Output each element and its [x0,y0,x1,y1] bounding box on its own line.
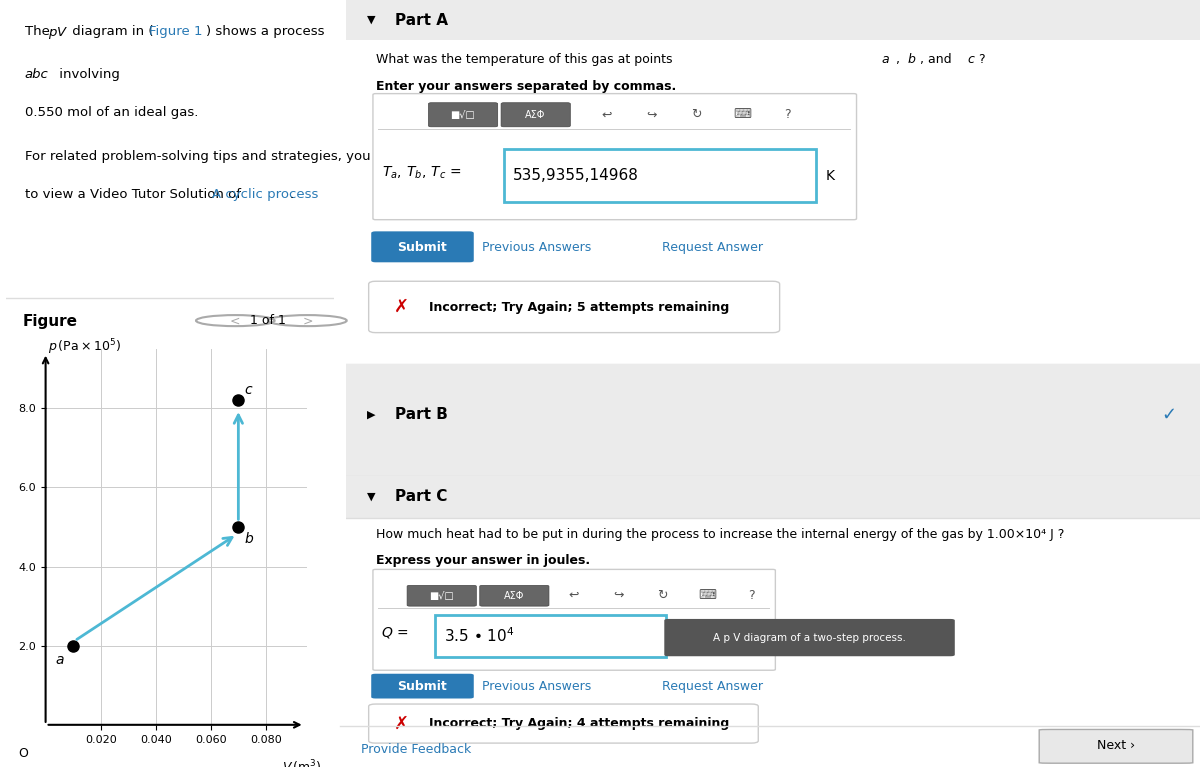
Text: Submit: Submit [397,680,448,693]
Text: ) shows a process: ) shows a process [206,25,329,38]
Text: Figure 1: Figure 1 [149,25,203,38]
Text: diagram in (: diagram in ( [68,25,154,38]
Text: involving: involving [55,67,120,81]
Text: ✗: ✗ [395,715,409,732]
FancyBboxPatch shape [368,281,780,333]
FancyBboxPatch shape [371,232,474,262]
Text: ✗: ✗ [395,298,409,316]
FancyBboxPatch shape [371,673,474,699]
Text: Next ›: Next › [1097,739,1135,752]
FancyBboxPatch shape [407,585,476,606]
FancyBboxPatch shape [502,103,570,127]
Text: $p\,(\mathrm{Pa} \times 10^5)$: $p\,(\mathrm{Pa} \times 10^5)$ [48,337,121,357]
Text: ?: ? [784,108,791,121]
Text: $Q\,=$: $Q\,=$ [382,625,409,640]
Text: c: c [967,53,974,66]
Text: Part B: Part B [395,407,448,422]
Text: ■√□: ■√□ [428,591,454,601]
Text: ↩: ↩ [601,108,612,121]
Text: ?: ? [748,589,755,602]
Text: >: > [302,314,313,327]
FancyBboxPatch shape [373,94,857,219]
FancyBboxPatch shape [436,614,666,657]
Text: to view a Video Tutor Solution of: to view a Video Tutor Solution of [25,188,245,201]
Text: Previous Answers: Previous Answers [482,680,592,693]
Text: , and: , and [919,53,952,66]
Bar [346,0,1200,40]
FancyBboxPatch shape [1039,729,1193,763]
Text: ↪: ↪ [647,108,656,121]
Text: What was the temperature of this gas at points: What was the temperature of this gas at … [376,53,676,66]
Text: ⌨: ⌨ [733,108,751,121]
Text: b: b [907,53,916,66]
Text: A p V diagram of a two-step process.: A p V diagram of a two-step process. [713,633,906,643]
Text: The: The [25,25,54,38]
Text: How much heat had to be put in during the process to increase the internal energ: How much heat had to be put in during th… [376,528,1064,541]
Text: .: . [289,188,294,201]
Text: $c$: $c$ [244,384,253,397]
Text: Submit: Submit [397,241,448,254]
Text: ΑΣΦ: ΑΣΦ [504,591,524,601]
Text: 535,9355,14968: 535,9355,14968 [514,168,638,183]
FancyBboxPatch shape [480,585,548,606]
Text: Incorrect; Try Again; 4 attempts remaining: Incorrect; Try Again; 4 attempts remaini… [430,717,730,730]
Text: 3.5 • 10$^4$: 3.5 • 10$^4$ [444,627,515,645]
Text: ↪: ↪ [613,589,624,602]
Text: a: a [881,53,889,66]
Text: Figure: Figure [23,314,77,330]
Text: ▼: ▼ [367,15,376,25]
Text: 1 of 1: 1 of 1 [250,314,286,327]
Text: ■√□: ■√□ [450,110,475,120]
Text: $b$: $b$ [244,531,254,546]
FancyBboxPatch shape [665,619,955,657]
Bar [0,291,340,767]
Text: abc: abc [25,67,48,81]
Text: Previous Answers: Previous Answers [482,241,592,254]
FancyBboxPatch shape [428,103,498,127]
Text: $T_a,\,T_b,\,T_c\,=$: $T_a,\,T_b,\,T_c\,=$ [383,165,462,181]
Text: ▼: ▼ [367,492,376,502]
Text: $pV$: $pV$ [48,25,68,41]
Text: O: O [19,746,29,759]
Text: A cyclic process: A cyclic process [212,188,319,201]
FancyBboxPatch shape [504,150,816,202]
Text: <: < [230,314,240,327]
Text: $a$: $a$ [55,653,65,667]
Text: Part A: Part A [395,12,448,28]
Text: ?: ? [978,53,984,66]
Text: Request Answer: Request Answer [661,680,763,693]
Text: 0.550 mol of an ideal gas.: 0.550 mol of an ideal gas. [25,106,198,119]
Text: Enter your answers separated by commas.: Enter your answers separated by commas. [376,80,676,93]
Text: ↩: ↩ [569,589,578,602]
FancyBboxPatch shape [373,569,775,670]
Text: For related problem-solving tips and strategies, you may want: For related problem-solving tips and str… [25,150,440,163]
Bar [346,476,1200,518]
Text: ▶: ▶ [367,410,376,420]
Text: ⌨: ⌨ [698,589,716,602]
Text: ↻: ↻ [691,108,702,121]
Text: $V\,(\mathrm{m}^3)$: $V\,(\mathrm{m}^3)$ [282,759,322,767]
Text: Express your answer in joules.: Express your answer in joules. [376,555,589,568]
Text: Request Answer: Request Answer [661,241,763,254]
Text: ↻: ↻ [658,589,668,602]
Text: Part C: Part C [395,489,448,504]
Text: Provide Feedback: Provide Feedback [361,742,472,755]
Text: ✓: ✓ [1160,406,1176,423]
Text: Incorrect; Try Again; 5 attempts remaining: Incorrect; Try Again; 5 attempts remaini… [430,301,730,314]
Text: ,: , [896,53,900,66]
Text: ΑΣΦ: ΑΣΦ [526,110,546,120]
FancyBboxPatch shape [368,704,758,743]
Text: K: K [826,169,835,183]
